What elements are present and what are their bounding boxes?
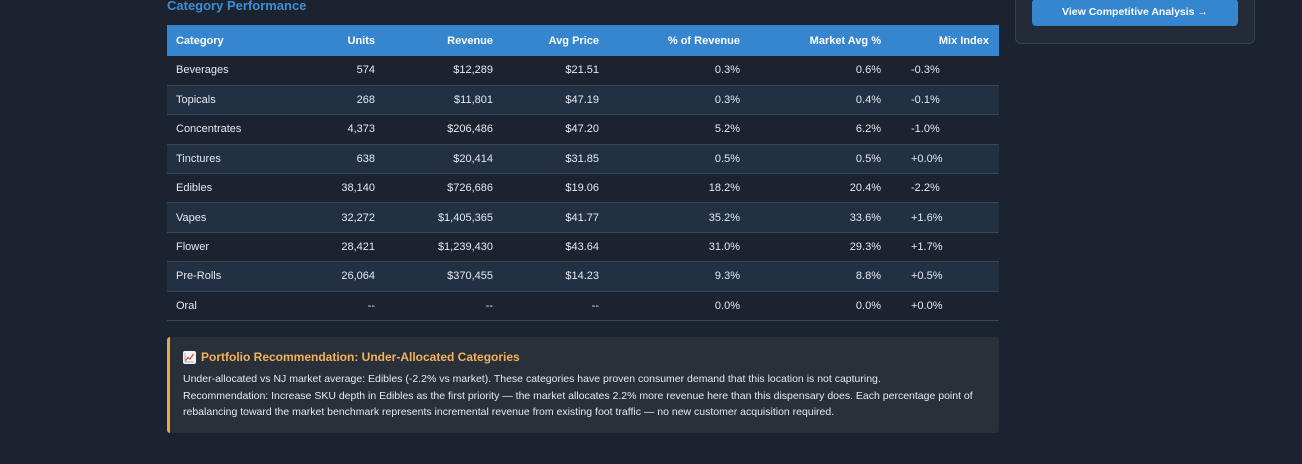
cell-mix-index: +1.7% bbox=[911, 241, 943, 254]
cell-market-avg: 0.5% bbox=[855, 152, 881, 165]
cell-avg-price: -- bbox=[591, 299, 599, 312]
column-header-revenue[interactable]: Revenue bbox=[447, 34, 493, 47]
view-competitive-analysis-button[interactable]: View Competitive Analysis → bbox=[1032, 0, 1238, 26]
cell-market-avg: 0.6% bbox=[855, 64, 881, 77]
table-row: Oral -- -- -- 0.0% 0.0% +0.0% bbox=[167, 291, 999, 321]
cell-pct-revenue: 0.3% bbox=[714, 64, 740, 77]
table-row: Concentrates 4,373 $206,486 $47.20 5.2% 6.2% -… bbox=[167, 114, 999, 145]
cell-revenue: $1,405,365 bbox=[437, 211, 493, 224]
column-header-pct-revenue[interactable]: % of Revenue bbox=[667, 34, 740, 47]
cell-market-avg: 29.3% bbox=[849, 241, 881, 254]
cell-category: Vapes bbox=[176, 211, 207, 224]
cell-units: 268 bbox=[356, 94, 375, 107]
cell-avg-price: $19.06 bbox=[565, 182, 599, 195]
cell-category: Tinctures bbox=[176, 152, 221, 165]
cell-mix-index: +1.6% bbox=[911, 211, 943, 224]
cell-mix-index: +0.5% bbox=[911, 270, 943, 283]
cell-pct-revenue: 5.2% bbox=[714, 123, 740, 136]
cell-units: 28,421 bbox=[341, 241, 375, 254]
column-header-market-avg[interactable]: Market Avg % bbox=[809, 34, 881, 47]
recommendation-line-1: Under-allocated vs NJ market average: Ed… bbox=[183, 373, 881, 385]
cell-mix-index: +0.0% bbox=[911, 299, 943, 312]
recommendation-title: Portfolio Recommendation: Under-Allocate… bbox=[183, 350, 985, 364]
table-row: Topicals 268 $11,801 $47.19 0.3% 0.4% -0.1% bbox=[167, 85, 999, 115]
column-header-category[interactable]: Category bbox=[176, 34, 224, 47]
cell-revenue: $206,486 bbox=[447, 123, 493, 136]
cell-pct-revenue: 9.3% bbox=[714, 270, 740, 283]
cell-market-avg: 33.6% bbox=[849, 211, 881, 224]
cell-category: Oral bbox=[176, 299, 197, 312]
cell-pct-revenue: 0.3% bbox=[714, 94, 740, 107]
cell-units: 638 bbox=[356, 152, 375, 165]
cell-revenue: $370,455 bbox=[447, 270, 493, 283]
cell-category: Edibles bbox=[176, 182, 213, 195]
table-header-row: Category Units Revenue Avg Price % of Re… bbox=[167, 25, 999, 56]
table-row: Pre-Rolls 26,064 $370,455 $14.23 9.3% 8.8% +0.… bbox=[167, 261, 999, 292]
cell-avg-price: $14.23 bbox=[565, 270, 599, 283]
cell-pct-revenue: 0.5% bbox=[714, 152, 740, 165]
recommendation-title-text: Portfolio Recommendation: Under-Allocate… bbox=[201, 350, 520, 364]
cell-revenue: $20,414 bbox=[453, 152, 493, 165]
cell-avg-price: $47.20 bbox=[565, 123, 599, 136]
table-row: Edibles 38,140 $726,686 $19.06 18.2% 20.4% -2.… bbox=[167, 173, 999, 203]
cell-revenue: $11,801 bbox=[454, 94, 493, 107]
cell-category: Beverages bbox=[176, 64, 229, 77]
cell-market-avg: 8.8% bbox=[855, 270, 881, 283]
cell-market-avg: 20.4% bbox=[849, 182, 881, 195]
cell-revenue: $726,686 bbox=[447, 182, 493, 195]
cell-mix-index: -0.3% bbox=[911, 64, 940, 77]
cell-avg-price: $47.19 bbox=[565, 94, 599, 107]
cell-avg-price: $21.51 bbox=[565, 64, 599, 77]
table-row: Tinctures 638 $20,414 $31.85 0.5% 0.5% +0.0% bbox=[167, 144, 999, 174]
side-panel: View Competitive Analysis → bbox=[1015, 0, 1255, 44]
portfolio-recommendation-panel: Portfolio Recommendation: Under-Allocate… bbox=[167, 337, 999, 433]
cell-mix-index: -2.2% bbox=[911, 182, 940, 195]
cell-category: Pre-Rolls bbox=[176, 270, 222, 283]
cell-market-avg: 6.2% bbox=[855, 123, 881, 136]
cell-units: 38,140 bbox=[341, 182, 375, 195]
section-title: Category Performance bbox=[167, 0, 307, 13]
table-row: Beverages 574 $12,289 $21.51 0.3% 0.6% -0.3% bbox=[167, 56, 999, 86]
column-header-avg-price[interactable]: Avg Price bbox=[548, 34, 599, 47]
cell-units: 26,064 bbox=[341, 270, 375, 283]
cell-units: 32,272 bbox=[341, 211, 375, 224]
cell-market-avg: 0.0% bbox=[855, 299, 881, 312]
cell-mix-index: -1.0% bbox=[911, 123, 940, 136]
category-performance-table: Category Units Revenue Avg Price % of Re… bbox=[167, 25, 999, 321]
cell-category: Topicals bbox=[176, 94, 216, 107]
cell-mix-index: -0.1% bbox=[911, 94, 940, 107]
column-header-units[interactable]: Units bbox=[347, 34, 376, 47]
cell-avg-price: $43.64 bbox=[565, 241, 599, 254]
recommendation-body: Under-allocated vs NJ market average: Ed… bbox=[183, 371, 985, 421]
cell-pct-revenue: 18.2% bbox=[708, 182, 740, 195]
recommendation-line-2: Recommendation: Increase SKU depth in Ed… bbox=[183, 389, 973, 419]
cell-revenue: $1,239,430 bbox=[437, 241, 493, 254]
table-row: Flower 28,421 $1,239,430 $43.64 31.0% 29.3% +1… bbox=[167, 232, 999, 262]
cell-avg-price: $31.85 bbox=[565, 152, 599, 165]
column-header-mix-index[interactable]: Mix Index bbox=[938, 34, 989, 47]
cell-revenue: -- bbox=[485, 299, 493, 312]
table-row: Vapes 32,272 $1,405,365 $41.77 35.2% 33.6% +1.… bbox=[167, 202, 999, 233]
cell-category: Flower bbox=[176, 241, 210, 254]
chart-increasing-icon bbox=[183, 350, 196, 364]
cell-units: 4,373 bbox=[347, 123, 375, 136]
cell-revenue: $12,289 bbox=[453, 64, 493, 77]
cell-mix-index: +0.0% bbox=[911, 152, 943, 165]
cell-units: -- bbox=[367, 299, 375, 312]
cell-pct-revenue: 35.2% bbox=[708, 211, 740, 224]
cell-units: 574 bbox=[356, 64, 375, 77]
cell-pct-revenue: 31.0% bbox=[708, 241, 740, 254]
cell-category: Concentrates bbox=[176, 123, 242, 136]
cell-pct-revenue: 0.0% bbox=[714, 299, 740, 312]
cell-avg-price: $41.77 bbox=[565, 211, 599, 224]
cell-market-avg: 0.4% bbox=[855, 94, 881, 107]
